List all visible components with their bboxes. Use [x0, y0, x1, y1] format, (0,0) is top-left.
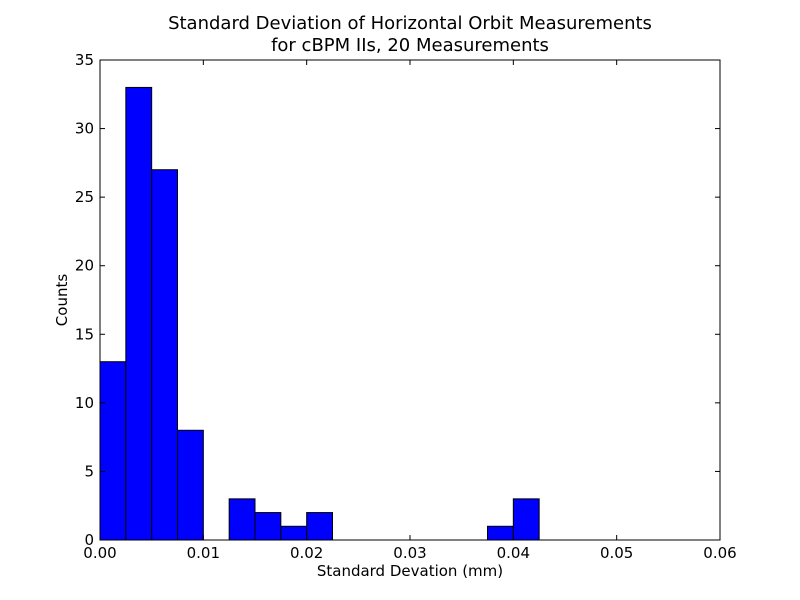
chart-subtitle: for cBPM IIs, 20 Measurements	[271, 35, 549, 56]
chart-title: Standard Deviation of Horizontal Orbit M…	[168, 13, 652, 34]
x-tick-label: 0.01	[187, 544, 220, 562]
histogram-bar	[254, 512, 282, 541]
histogram-bar	[306, 512, 333, 541]
y-tick-label: 0	[84, 531, 94, 549]
x-tick-label: 0.05	[600, 544, 633, 562]
y-tick-label: 30	[75, 120, 94, 138]
y-tick-label: 15	[75, 325, 94, 343]
histogram-bar	[99, 361, 127, 541]
histogram-bar	[125, 86, 153, 541]
histogram-bar	[280, 525, 308, 541]
histogram-bar	[177, 429, 204, 541]
y-tick-label: 10	[75, 394, 94, 412]
histogram-bar	[512, 498, 540, 541]
x-tick-label: 0.04	[497, 544, 530, 562]
bars-group	[99, 86, 540, 541]
x-tick-label: 0.00	[83, 544, 116, 562]
histogram-bar	[487, 525, 514, 541]
y-tick-label: 20	[75, 257, 94, 275]
x-tick-label: 0.03	[393, 544, 426, 562]
histogram-bar	[228, 498, 256, 541]
y-axis-label: Counts	[53, 274, 71, 327]
y-tick-label: 5	[84, 462, 94, 480]
y-tick-label: 35	[75, 51, 94, 69]
histogram-bar	[151, 169, 179, 541]
ticks-group: 0.00 0.01 0.02 0.03 0.04 0.05 0.06 0 5 10 15 20 25 30…	[75, 51, 737, 562]
x-tick-label: 0.06	[703, 544, 736, 562]
y-tick-label: 25	[75, 188, 94, 206]
x-tick-label: 0.02	[290, 544, 323, 562]
x-axis-label: Standard Devation (mm)	[317, 562, 503, 580]
